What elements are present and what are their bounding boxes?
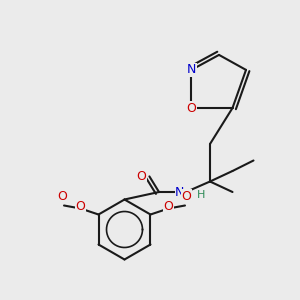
Text: N: N (187, 63, 196, 76)
Text: O: O (182, 190, 191, 203)
Text: O: O (136, 170, 146, 183)
Text: N: N (175, 185, 184, 199)
Text: O: O (187, 101, 196, 115)
Text: O: O (76, 200, 85, 214)
Text: H: H (196, 190, 205, 200)
Text: O: O (58, 190, 68, 203)
Text: O: O (164, 200, 173, 214)
